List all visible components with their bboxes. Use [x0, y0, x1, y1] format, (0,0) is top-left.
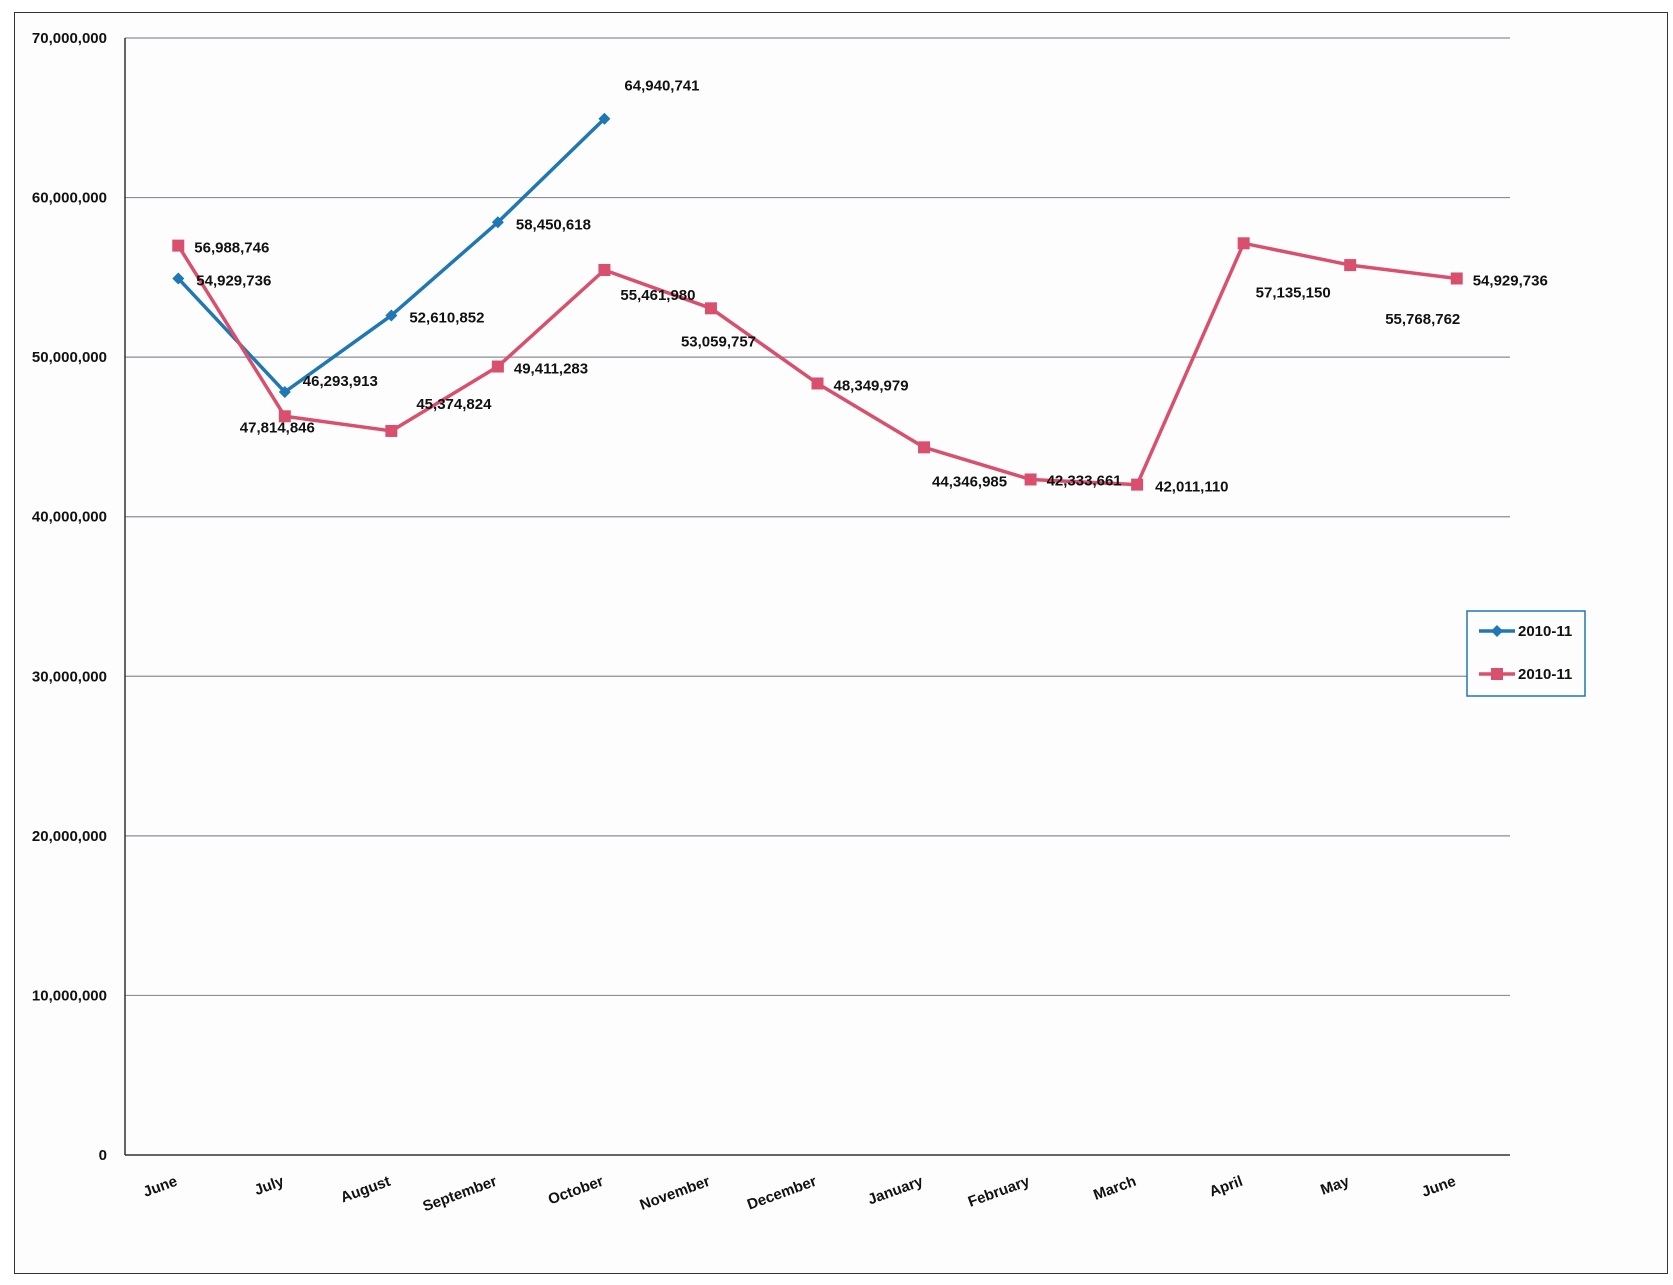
data-point — [172, 239, 185, 252]
data-label: 58,450,618 — [516, 216, 591, 233]
data-label: 54,929,736 — [196, 272, 271, 289]
y-tick-label: 30,000,000 — [32, 668, 107, 685]
data-point — [1450, 272, 1463, 285]
y-tick-label: 50,000,000 — [32, 349, 107, 366]
data-label: 42,011,110 — [1155, 479, 1228, 496]
data-labels: 54,929,736 46,293,913 52,610,852 58,450,618… — [194, 78, 1548, 496]
x-tick-label: January — [866, 1173, 926, 1209]
data-point — [811, 377, 824, 390]
x-axis-ticks: June July August September October November De… — [141, 1173, 1458, 1216]
data-label: 55,461,980 — [620, 287, 695, 304]
y-tick-label: 70,000,000 — [32, 30, 107, 47]
data-point — [278, 386, 291, 399]
series-group — [172, 112, 1463, 491]
y-tick-label: 10,000,000 — [32, 987, 107, 1004]
data-label: 44,346,985 — [932, 473, 1007, 490]
data-point — [491, 216, 504, 229]
data-point — [704, 302, 717, 315]
x-tick-label: October — [546, 1173, 606, 1209]
data-label: 53,059,757 — [681, 333, 756, 350]
data-label: 57,135,150 — [1256, 284, 1331, 301]
data-point — [385, 424, 398, 437]
data-label: 64,940,741 — [624, 78, 699, 95]
y-tick-label: 20,000,000 — [32, 828, 107, 845]
data-point — [1237, 237, 1250, 250]
x-tick-label: June — [141, 1173, 180, 1201]
data-label: 56,988,746 — [194, 240, 269, 257]
data-point — [172, 272, 185, 285]
data-point — [598, 112, 611, 125]
series-line — [176, 241, 1457, 487]
x-tick-label: August — [338, 1173, 392, 1207]
data-label: 47,814,846 — [240, 419, 315, 436]
x-tick-label: February — [966, 1173, 1033, 1211]
data-label: 45,374,824 — [416, 396, 492, 413]
data-point — [1024, 473, 1037, 486]
chart-frame — [14, 12, 1668, 1274]
y-tick-label: 60,000,000 — [32, 190, 107, 207]
data-label: 52,610,852 — [409, 309, 484, 326]
data-label: 54,929,736 — [1473, 272, 1548, 289]
y-tick-label: 40,000,000 — [32, 509, 107, 526]
data-label: 46,293,913 — [303, 373, 378, 390]
legend-box — [1466, 610, 1586, 697]
legend-label: 2010-11 — [1518, 623, 1572, 640]
x-tick-label: September — [421, 1173, 500, 1216]
legend-marker — [1491, 625, 1503, 637]
data-point — [1344, 259, 1357, 272]
x-tick-label: May — [1318, 1173, 1352, 1199]
data-point — [1131, 478, 1144, 491]
legend: 2010-11 2010-11 — [1466, 610, 1586, 697]
data-point — [598, 263, 611, 276]
x-tick-label: December — [745, 1173, 819, 1214]
x-tick-label: July — [252, 1173, 287, 1199]
legend-marker — [1491, 668, 1503, 680]
x-tick-label: March — [1091, 1173, 1138, 1204]
x-tick-label: June — [1419, 1173, 1458, 1201]
data-label: 55,768,762 — [1385, 311, 1460, 328]
data-label: 42,333,661 — [1047, 472, 1122, 489]
x-tick-label: November — [638, 1173, 713, 1214]
y-tick-label: 0 — [99, 1147, 107, 1164]
legend-label: 2010-11 — [1518, 666, 1572, 683]
data-label: 49,411,283 — [514, 361, 588, 378]
gridlines — [125, 37, 1510, 1156]
data-point — [278, 410, 291, 423]
data-label: 48,349,979 — [834, 377, 909, 394]
data-point — [918, 441, 931, 454]
data-point — [385, 309, 398, 322]
data-point — [491, 360, 504, 373]
y-axis-ticks: 0 10,000,000 20,000,000 30,000,000 40,000,00… — [32, 30, 107, 1164]
x-tick-label: April — [1207, 1173, 1245, 1201]
